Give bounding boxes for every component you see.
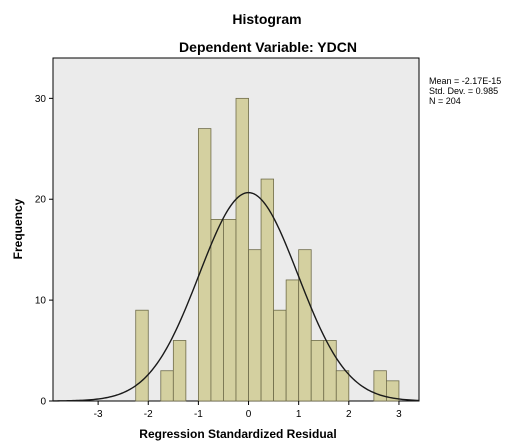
x-tick-label: 1 — [296, 409, 302, 420]
histogram-bar — [197, 128, 212, 402]
histogram-bar — [160, 370, 174, 402]
histogram-bar — [223, 219, 237, 402]
y-axis-ticks: 0 10 20 30 — [35, 94, 53, 408]
y-tick-label: 20 — [35, 195, 47, 206]
x-axis-ticks: -3 -2 -1 0 1 2 3 — [94, 401, 402, 420]
bars-group — [135, 97, 400, 402]
stats-std-dev: Std. Dev. = 0.985 — [429, 86, 498, 96]
histogram-bar — [285, 279, 300, 402]
x-axis-label: Regression Standardized Residual — [139, 427, 336, 441]
histogram-bar — [273, 309, 287, 402]
y-tick-label: 30 — [35, 94, 47, 105]
x-tick-label: 3 — [396, 409, 402, 420]
x-tick-label: -2 — [144, 409, 153, 420]
y-tick-label: 10 — [35, 296, 47, 307]
chart-subtitle: Dependent Variable: YDCN — [179, 39, 357, 55]
stats-box: Mean = -2.17E-15 Std. Dev. = 0.985 N = 2… — [429, 76, 501, 106]
x-tick-label: -1 — [194, 409, 203, 420]
histogram-bar — [386, 380, 400, 402]
histogram-bar — [235, 97, 249, 402]
histogram-bar — [260, 178, 275, 402]
y-axis-label: Frequency — [11, 198, 25, 259]
histogram-bar — [135, 309, 149, 402]
chart-title: Histogram — [232, 11, 301, 27]
histogram-bar — [335, 370, 350, 402]
histogram-bar — [172, 340, 187, 402]
histogram-bar — [323, 340, 337, 402]
x-tick-label: -3 — [94, 409, 103, 420]
stats-mean: Mean = -2.17E-15 — [429, 76, 501, 86]
histogram-bar — [248, 249, 262, 402]
histogram-bar — [210, 219, 224, 402]
normal-curve — [52, 191, 420, 402]
stats-n: N = 204 — [429, 96, 461, 106]
histogram-bar — [298, 249, 312, 402]
x-tick-label: 2 — [346, 409, 352, 420]
x-tick-label: 0 — [246, 409, 252, 420]
y-tick-label: 0 — [40, 397, 46, 408]
histogram-bar — [310, 340, 325, 402]
